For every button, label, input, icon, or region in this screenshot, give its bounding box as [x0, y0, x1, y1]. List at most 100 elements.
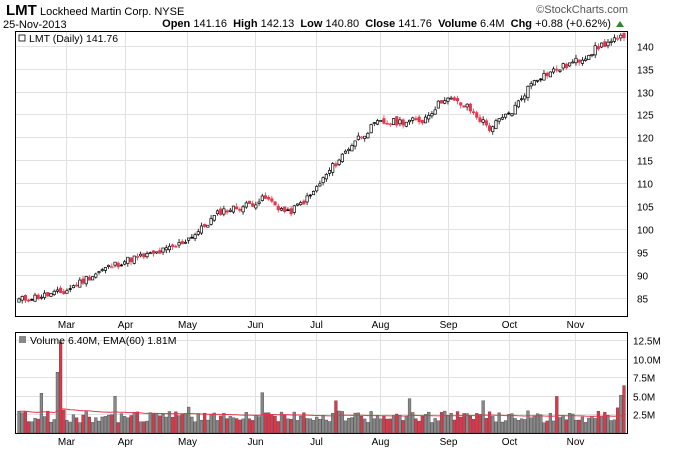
candle-body: [488, 125, 492, 131]
volume-bar: [283, 414, 287, 434]
candle-body: [65, 290, 69, 294]
volume-bar: [564, 419, 568, 434]
price-y-tick: 90: [637, 272, 649, 283]
volume-bar: [39, 393, 44, 434]
volume-bar: [545, 420, 549, 434]
volume-bar: [151, 412, 156, 434]
volume-x-tick: Jul: [310, 437, 323, 448]
volume-legend: Volume 6.40M, EMA(60) 1.81M: [19, 335, 176, 347]
candle-body: [43, 292, 47, 298]
volume-bar: [43, 416, 47, 434]
volume-bar: [385, 418, 389, 434]
volume-bar: [244, 412, 248, 434]
candle-body: [158, 250, 162, 254]
candle-body: [119, 264, 123, 267]
volume-bar: [241, 418, 245, 434]
volume-bar: [555, 396, 559, 434]
volume-bar: [279, 411, 284, 434]
volume-y-tick: 7.5M: [633, 374, 655, 385]
volume-bar: [164, 416, 168, 434]
volume-bar: [513, 418, 517, 434]
candle-body: [363, 135, 367, 139]
candle-body: [612, 37, 616, 42]
volume-y-axis: 2.5M 5.0M 7.5M 10.0M 12.5M: [633, 337, 661, 422]
candle-body: [475, 112, 479, 118]
brand-credit[interactable]: ©StockCharts.com: [536, 4, 628, 16]
volume-bar: [75, 417, 79, 434]
ticker-symbol: LMT: [6, 2, 37, 19]
candle-body: [590, 53, 594, 56]
candle-body: [20, 296, 24, 301]
candle-body: [145, 253, 149, 258]
candle-body: [366, 132, 370, 139]
candle-body: [302, 200, 306, 205]
price-x-tick: Jul: [310, 320, 323, 331]
volume-bar: [238, 419, 242, 434]
volume-bar: [27, 421, 31, 434]
volume-bar: [363, 418, 367, 434]
candle-body: [321, 177, 325, 184]
candle-body: [126, 256, 130, 264]
price-panel: [15, 31, 628, 317]
volume-bar: [292, 411, 296, 434]
candle-body: [385, 122, 389, 125]
volume-x-tick: Nov: [567, 437, 585, 448]
volume-bar: [270, 414, 274, 434]
volume-bar: [123, 416, 127, 434]
volume-x-tick: Apr: [118, 437, 134, 448]
volume-bar: [174, 411, 178, 434]
volume-bar: [20, 412, 24, 434]
candle-body: [507, 112, 511, 115]
volume-bar: [395, 413, 399, 434]
volume-bar: [113, 396, 117, 434]
volume-bar: [129, 415, 133, 434]
candle-body: [203, 223, 207, 227]
candle-body: [247, 200, 252, 204]
candle-body: [324, 174, 328, 180]
candle-body: [340, 153, 344, 163]
candle-body: [536, 79, 540, 82]
candle-body: [430, 113, 434, 117]
volume-bar: [439, 412, 444, 434]
candle-body: [59, 287, 63, 293]
candle-body: [455, 98, 460, 102]
candle-body: [606, 41, 610, 47]
volume-bar: [359, 416, 364, 434]
candle-body: [497, 118, 501, 122]
quote-bar: Open 141.16 High 142.13 Low 140.80 Close…: [162, 18, 624, 30]
volume-bar: [331, 413, 335, 434]
candle-body: [452, 97, 456, 101]
volume-bar: [484, 418, 488, 434]
candle-body: [523, 95, 527, 100]
volume-bar: [500, 421, 504, 434]
price-x-tick: Jun: [247, 320, 263, 331]
volume-y-tick: 12.5M: [633, 337, 661, 348]
candle-body: [199, 225, 204, 234]
volume-bar: [619, 395, 623, 434]
candle-body: [513, 104, 517, 115]
candle-body: [529, 83, 533, 87]
volume-x-axis: Mar Apr May Jun Jul Aug Sep Oct Nov: [58, 437, 585, 448]
candle-body: [164, 247, 168, 251]
volume-bar: [257, 416, 261, 434]
volume-bar: [203, 412, 207, 434]
candle-body: [196, 231, 200, 235]
volume-bar: [503, 420, 508, 434]
candle-body: [46, 292, 50, 297]
candle-body: [609, 40, 613, 43]
candle-body: [311, 190, 316, 196]
volume-y-tick: 10.0M: [633, 356, 661, 367]
candle-body: [87, 276, 91, 281]
volume-bar: [375, 415, 380, 434]
volume-bar: [571, 413, 575, 434]
volume-bar: [193, 421, 197, 434]
candle-body: [391, 118, 396, 125]
price-grid: [16, 32, 627, 316]
candle-body: [603, 41, 607, 47]
price-candles: [17, 32, 626, 304]
candle-body: [222, 208, 226, 215]
candle-body: [292, 205, 296, 213]
chg-value: +0.88 (+0.62%): [535, 18, 611, 30]
volume-bar: [401, 420, 405, 434]
candle-body: [356, 135, 360, 140]
